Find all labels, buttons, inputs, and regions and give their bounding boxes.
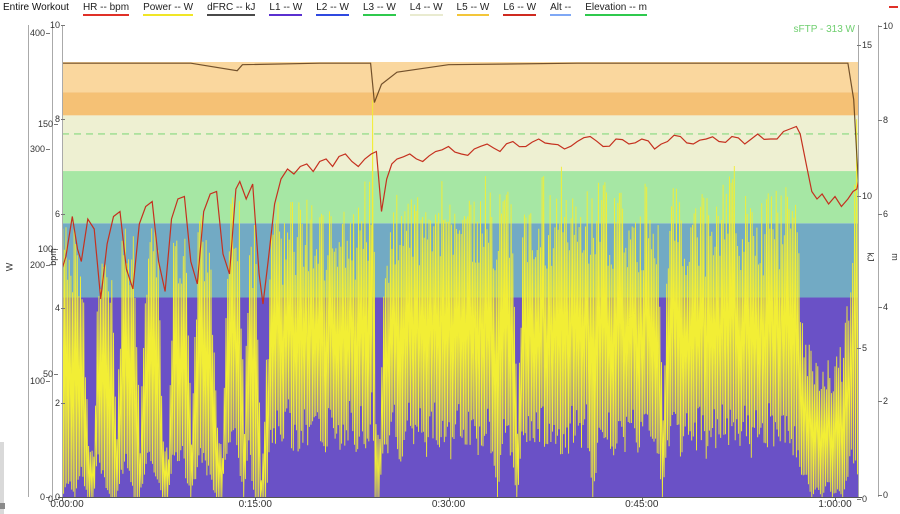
axis-m-unit-label: m [889, 253, 900, 261]
time-tick-mark [835, 498, 836, 501]
axis-watts-tick-label: 200 [29, 260, 45, 270]
time-tick-label: 0:00:00 [50, 499, 84, 510]
dfrc-series [62, 62, 858, 185]
time-tick-label: 0:15:00 [238, 499, 272, 510]
left-panel-notch [0, 503, 5, 509]
axis-m-tick-label: 6 [883, 208, 889, 219]
axis-m-tick-label: 4 [883, 302, 889, 313]
axis-watts-tick-mark [46, 149, 50, 150]
axis-bpm-tick-mark [54, 499, 58, 500]
axis-m-tick-label: 2 [883, 396, 889, 407]
sftp-label: sFTP - 313 W [793, 24, 856, 35]
axis-alt-tick-mark [61, 213, 65, 215]
axis-kj-tick-mark [857, 45, 861, 46]
power-series [62, 100, 858, 497]
time-axis-line [58, 497, 862, 498]
legend-item-elevation[interactable]: Elevation -- m [585, 2, 647, 16]
power-zone-band-L5-high [62, 62, 858, 93]
legend-bar: Entire Workout HR -- bpm Power -- W dFRC -… [3, 2, 647, 18]
legend-item-l1[interactable]: L1 -- W [269, 2, 303, 16]
legend-item-l5[interactable]: L5 -- W [456, 2, 490, 16]
legend-item-dfrc[interactable]: dFRC -- kJ [207, 2, 256, 16]
axis-alt-tick-label: 8 [54, 114, 60, 125]
axis-watts-unit-label: W [4, 262, 15, 272]
axis-bpm-tick-label: 0 [47, 494, 53, 504]
axis-alt-tick-label: 2 [54, 397, 60, 408]
axis-watts-tick-mark [46, 381, 50, 382]
time-tick-label: 1:00:00 [818, 499, 852, 510]
legend-title: Entire Workout [3, 2, 69, 13]
axis-m-tick-mark [878, 401, 882, 403]
axis-m-tick-mark [878, 119, 882, 121]
axis-kj-tick-label: 5 [862, 342, 868, 353]
time-tick-mark [448, 498, 450, 501]
axis-m-tick-mark [878, 495, 882, 496]
axis-kj-tick-label: 15 [862, 40, 873, 50]
axis-watts-tick-mark [46, 33, 50, 34]
axis-bpm-tick-mark [54, 374, 58, 375]
axis-alt-tick-mark [61, 402, 65, 404]
legend-item-l3[interactable]: L3 -- W [362, 2, 396, 16]
axis-watts-tick-label: 300 [29, 144, 45, 154]
legend-item-l6[interactable]: L6 -- W [503, 2, 537, 16]
axis-watts-tick-mark [46, 497, 50, 498]
axis-bpm-tick-label: 100 [37, 244, 53, 254]
left-panel-edge [0, 442, 4, 514]
axis-kj-tick-mark [857, 347, 861, 349]
axis-m-tick-label: 0 [883, 490, 889, 500]
axis-alt-tick-mark [61, 119, 65, 121]
legend-item-alt[interactable]: Alt -- [550, 2, 572, 16]
hr-series [62, 125, 858, 305]
power-zone-band-L5-low [62, 92, 858, 116]
axis-bpm-tick-label: 50 [42, 369, 53, 379]
axis-bpm-tick-label: 150 [37, 119, 53, 129]
axis-m-tick-mark [878, 213, 882, 215]
legend-item-l4[interactable]: L4 -- W [409, 2, 443, 16]
axis-alt-tick-label: 0 [55, 492, 60, 502]
axis-alt-tick-label: 6 [54, 208, 60, 219]
axis-kj-tick-mark [857, 196, 861, 198]
axis-alt-tick-label: 4 [54, 303, 60, 314]
power-zone-band-L4 [62, 115, 858, 172]
axis-watts-tick-label: 0 [39, 492, 45, 502]
axis-alt-tick-mark [61, 308, 65, 310]
axis-kj-unit-label: kJ [865, 252, 876, 262]
time-tick-label: 0:45:00 [625, 499, 659, 510]
axis-watts-line [28, 25, 29, 497]
time-tick-label: 0:30:00 [431, 499, 466, 510]
axis-bpm-unit-label: bpm [47, 248, 58, 266]
axis-m-tick-label: 8 [883, 114, 889, 125]
axis-watts-tick-label: 400 [29, 28, 45, 38]
time-tick-mark [255, 498, 257, 501]
axis-watts-tick-label: 100 [29, 376, 45, 386]
axis-bpm-tick-mark [54, 124, 58, 125]
legend-item-l2[interactable]: L2 -- W [316, 2, 349, 16]
legend-item-power[interactable]: Power -- W [143, 2, 194, 16]
axis-kj-tick-label: 0 [862, 494, 868, 504]
legend-item-hr[interactable]: HR -- bpm [82, 2, 130, 16]
axis-watts-tick-mark [46, 265, 50, 266]
time-tick-mark [62, 498, 63, 501]
axis-m-tick-mark [878, 26, 882, 27]
axis-bpm-tick-mark [54, 249, 58, 250]
axis-alt-tick-mark [61, 25, 65, 26]
axis-kj-line [858, 25, 859, 497]
power-zone-band-L3 [62, 171, 858, 224]
axis-alt-tick-label: 10 [49, 20, 60, 30]
axis-kj-tick-mark [857, 499, 861, 500]
axis-kj-tick-label: 10 [862, 191, 873, 202]
axis-m-tick-label: 10 [883, 21, 894, 31]
axis-alt-line [62, 25, 63, 497]
time-tick-mark [641, 498, 643, 501]
legend-overflow-dash [889, 6, 898, 8]
axis-m-tick-mark [878, 307, 882, 309]
axis-bpm-line [52, 25, 53, 497]
axis-m-line [878, 25, 879, 497]
